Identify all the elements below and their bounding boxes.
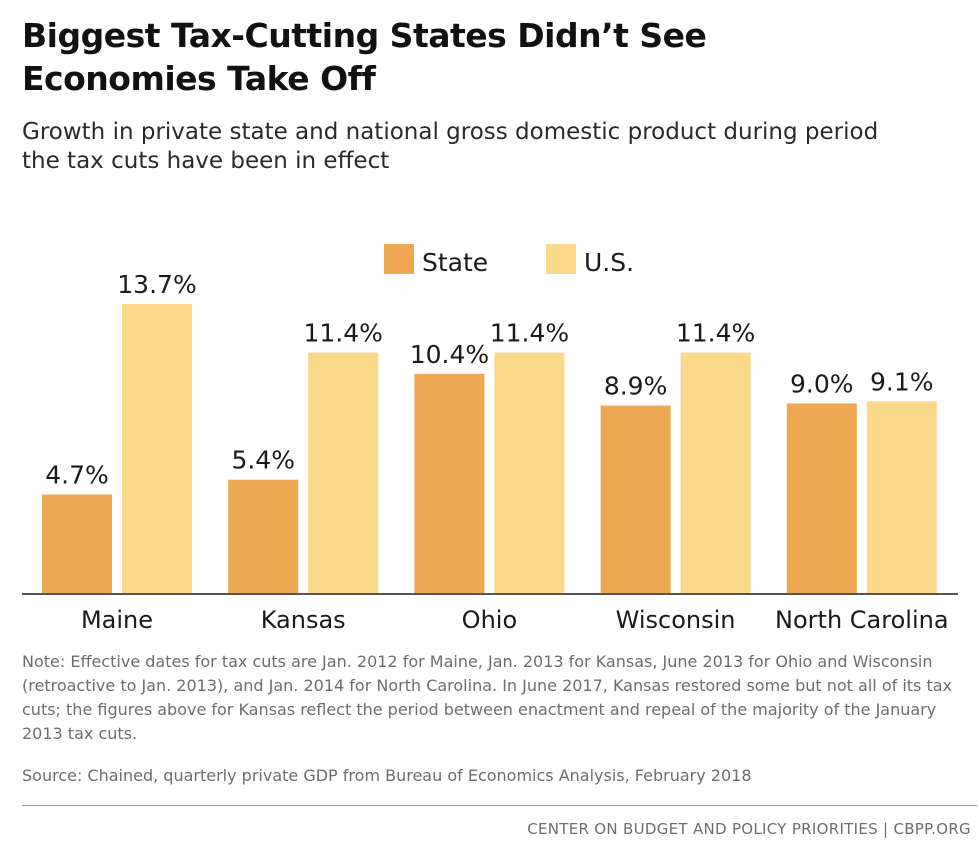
bar-state-north-carolina — [786, 403, 857, 594]
bar-state-wisconsin — [600, 405, 671, 594]
data-label-state-wisconsin: 8.9% — [604, 372, 668, 401]
data-label-state-north-carolina: 9.0% — [790, 369, 854, 398]
data-label-us-north-carolina: 9.1% — [870, 367, 934, 396]
data-label-us-ohio: 11.4% — [490, 319, 569, 348]
chart-title-line-1: Biggest Tax-Cutting States Didn’t See — [22, 16, 707, 55]
chart-subtitle-line-2: the tax cuts have been in effect — [22, 148, 390, 174]
data-label-us-maine: 13.7% — [117, 270, 196, 299]
legend-swatch-us — [546, 244, 576, 274]
data-label-state-kansas: 5.4% — [231, 446, 295, 475]
bar-us-north-carolina — [866, 401, 937, 594]
data-label-us-kansas: 11.4% — [303, 319, 382, 348]
bar-state-maine — [42, 494, 112, 594]
bar-state-kansas — [228, 479, 299, 594]
data-label-state-maine: 4.7% — [45, 460, 109, 489]
legend-swatch-state — [384, 244, 414, 274]
bar-us-ohio — [494, 352, 565, 594]
chart-source: Source: Chained, quarterly private GDP f… — [22, 766, 752, 785]
bar-us-maine — [122, 303, 192, 594]
bar-state-ohio — [414, 373, 485, 594]
bar-us-kansas — [308, 352, 379, 594]
legend-label-state: State — [422, 248, 488, 277]
category-label-kansas: Kansas — [261, 606, 346, 634]
organization-credit: CENTER ON BUDGET AND POLICY PRIORITIES |… — [527, 820, 971, 838]
category-label-ohio: Ohio — [462, 606, 517, 634]
chart-note: Note: Effective dates for tax cuts are J… — [22, 652, 953, 743]
category-label-north-carolina: North Carolina — [775, 606, 949, 634]
bar-chart: State U.S. 4.7% 13.7% Maine 5.4% 11.4% Kansas 10… — [22, 244, 958, 634]
chart-subtitle: Growth in private state and national gro… — [22, 118, 962, 176]
chart-title-line-2: Economies Take Off — [22, 59, 376, 98]
chart-legend: State U.S. — [384, 244, 634, 277]
legend-label-us: U.S. — [584, 248, 634, 277]
data-label-us-wisconsin: 11.4% — [676, 319, 755, 348]
chart-title: Biggest Tax-Cutting States Didn’t See Ec… — [22, 14, 952, 100]
bar-us-wisconsin — [680, 352, 751, 594]
footer-divider — [22, 805, 977, 806]
category-label-wisconsin: Wisconsin — [616, 606, 736, 634]
category-label-maine: Maine — [81, 606, 153, 634]
data-label-state-ohio: 10.4% — [410, 340, 489, 369]
chart-subtitle-line-1: Growth in private state and national gro… — [22, 119, 879, 145]
